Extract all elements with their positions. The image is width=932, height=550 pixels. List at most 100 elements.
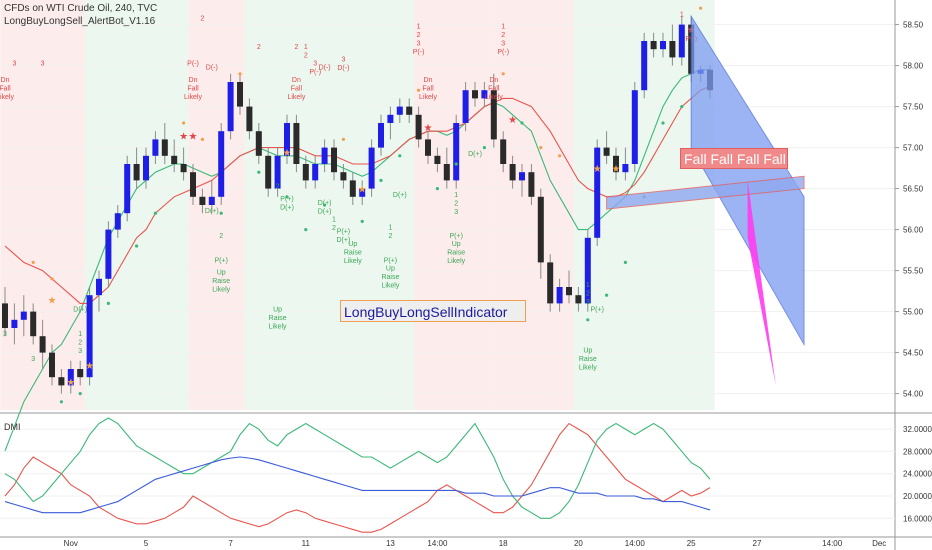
sell-signal-text: Dn: [189, 77, 198, 84]
sar-dot: [699, 6, 703, 10]
bear-candle: [302, 164, 309, 181]
buy-signal-text: Likely: [447, 258, 465, 265]
price-tick-label: 58.00: [903, 62, 924, 71]
time-tick-label: 5: [144, 539, 149, 548]
buy-signal-text: 1: [388, 225, 392, 232]
sell-signal-text: P(-): [187, 61, 199, 68]
buy-signal-text: 3: [586, 299, 590, 306]
sar-dot: [50, 277, 54, 281]
time-tick-label: 14:00: [427, 539, 448, 548]
buy-signal-text: 2: [78, 340, 82, 347]
buy-signal-text: D(+): [280, 204, 294, 211]
bear-candle: [49, 352, 55, 378]
sell-signal-text: P(-): [309, 69, 321, 76]
projection-magenta: [747, 180, 776, 386]
bull-candle: [208, 196, 215, 205]
star-mark: ★: [424, 123, 433, 134]
bull-candle: [67, 369, 74, 386]
sar-dot: [59, 400, 64, 404]
sar-dot: [341, 137, 345, 141]
bull-candle: [387, 114, 394, 123]
buy-signal-text: 1: [78, 331, 82, 338]
buy-signal-text: 1: [454, 192, 458, 199]
bear-candle: [340, 172, 347, 181]
sell-signal-text: 3: [501, 41, 505, 48]
bear-candle: [190, 172, 196, 197]
sar-dot: [398, 154, 402, 158]
bear-candle: [133, 164, 140, 181]
star-mark: ★: [612, 164, 621, 175]
buy-signal-text: 2: [586, 291, 590, 298]
buy-signal-text: Likely: [269, 324, 287, 331]
star-mark: ★: [283, 148, 292, 159]
bull-candle: [631, 90, 638, 164]
bull-candle: [124, 164, 131, 214]
buy-signal-text: 2: [454, 200, 458, 207]
time-axis[interactable]: Nov 5 7 11 13 14:00 18 20 14:00 25 27 14:00 Dec: [0, 536, 932, 548]
buy-signal-text: Up: [583, 348, 592, 355]
sell-signal-text: D(-): [337, 65, 349, 72]
price-tick-label: 55.50: [903, 267, 924, 276]
bear-candle: [237, 82, 243, 107]
buy-signal-text: Likely: [579, 365, 597, 372]
bear-candle: [613, 155, 619, 173]
dmi-series-2: [4, 456, 711, 514]
price-tick-label: 54.00: [903, 390, 924, 399]
time-tick-label: Dec: [872, 539, 886, 548]
sell-signal-text: Likely: [287, 94, 305, 101]
sar-dot: [257, 170, 261, 174]
sell-signal-text: D(-): [319, 65, 331, 72]
bot-name: LongBuyLongSell_AlertBot_V1.16: [4, 16, 156, 27]
bear-candle: [669, 41, 676, 58]
buy-signal-text: Raise: [579, 356, 597, 363]
bull-candle: [453, 123, 460, 181]
bull-candle: [96, 278, 102, 296]
bull-candle: [556, 287, 563, 304]
buy-signal-text: Raise: [269, 315, 287, 322]
ema-slow-line: [4, 85, 711, 304]
price-axis[interactable]: 54.00 54.50 55.00 55.50 56.00 56.50 57.00 57.50…: [895, 21, 924, 399]
buy-signal-text: 2: [219, 233, 223, 240]
sell-signal-text: 3: [341, 57, 345, 64]
buy-signal-text: D(+): [336, 237, 350, 244]
bear-candle: [415, 114, 422, 140]
bear-candle: [293, 123, 300, 164]
sell-signal-text: 3: [417, 41, 421, 48]
candlesticks[interactable]: [2, 16, 713, 394]
price-tick-label: 54.50: [903, 349, 924, 358]
time-tick-label: 14:00: [625, 539, 646, 548]
sell-signal-text: P(-): [413, 49, 425, 56]
sar-dot: [323, 203, 327, 207]
bear-candle: [547, 262, 554, 304]
bear-candle: [472, 90, 478, 99]
dmi-series-1: [4, 417, 711, 519]
sell-signal-text: Dn: [424, 77, 433, 84]
buy-signal-text: D(+): [468, 151, 482, 158]
moving-averages: [4, 69, 711, 452]
buy-signal-text: D(+): [205, 208, 219, 215]
bull-candle: [114, 213, 121, 230]
buy-signal-text: Raise: [447, 250, 465, 257]
buy-signal-text: D(+): [393, 192, 407, 199]
bear-candle: [77, 369, 84, 378]
sell-signal-text: Fall: [187, 86, 199, 93]
sar-dot: [586, 318, 590, 322]
sar-dot: [435, 187, 439, 191]
sar-dot: [285, 195, 289, 199]
bull-candle: [312, 164, 319, 181]
sell-signal-text: Dn: [489, 77, 498, 84]
time-tick-label: 27: [753, 539, 762, 548]
bull-candle: [105, 229, 112, 279]
dmi-tick-label: 24.0000: [903, 470, 932, 479]
bull-candle: [678, 24, 685, 58]
bear-candle: [180, 164, 187, 173]
sar-dot: [520, 121, 524, 125]
sell-signal-text: Likely: [0, 94, 14, 101]
bear-candle: [331, 147, 337, 173]
star-mark: ★: [85, 361, 94, 372]
time-tick-label: 18: [499, 539, 508, 548]
dmi-tick-label: 28.0000: [903, 447, 932, 456]
time-tick-label: 13: [386, 539, 395, 548]
buy-signal-text: 3: [31, 356, 35, 363]
bear-candle: [537, 196, 544, 263]
